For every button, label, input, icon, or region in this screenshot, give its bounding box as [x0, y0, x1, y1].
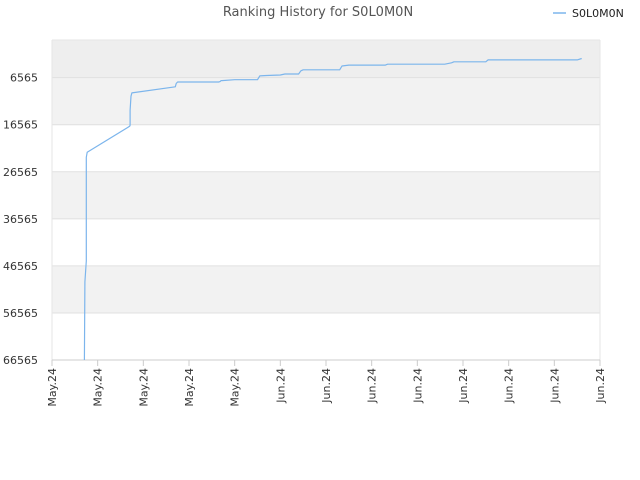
y-tick-label: 36565	[3, 213, 38, 226]
plot-bands	[52, 40, 600, 360]
y-tick-label: 66565	[3, 354, 38, 367]
x-tick-label: Jun.24	[457, 368, 470, 404]
series-layer	[83, 57, 582, 361]
y-tick-label: 26565	[3, 166, 38, 179]
x-tick-label: May.24	[46, 368, 59, 407]
plot-band	[52, 77, 600, 125]
plot-band	[52, 312, 600, 360]
legend[interactable]: S0L0M0N	[553, 7, 624, 20]
x-tick-label: May.24	[183, 368, 196, 407]
plot-band	[52, 171, 600, 219]
x-tick-label: Jun.24	[274, 368, 287, 404]
x-tick-label: May.24	[137, 368, 150, 407]
x-axis-ticks: May.24 May.24 May.24 May.24 May.24 Jun.24 Jun.…	[46, 360, 607, 407]
plot-band	[52, 218, 600, 266]
plot-band	[52, 40, 600, 78]
legend-label: S0L0M0N	[572, 7, 624, 20]
chart-title: Ranking History for S0L0M0N	[223, 5, 413, 20]
y-tick-label: 56565	[3, 307, 38, 320]
y-tick-label: 16565	[3, 119, 38, 132]
x-tick-label: May.24	[92, 368, 105, 407]
x-tick-label: May.24	[229, 368, 242, 407]
x-tick-label: Jun.24	[320, 368, 333, 404]
y-tick-label: 46565	[3, 260, 38, 273]
y-tick-label: 6565	[10, 72, 38, 85]
x-tick-label: Jun.24	[548, 368, 561, 404]
x-tick-label: Jun.24	[503, 368, 516, 404]
x-tick-label: Jun.24	[411, 368, 424, 404]
plot-band	[52, 265, 600, 313]
plot-band	[52, 124, 600, 172]
x-tick-label: Jun.24	[366, 368, 379, 404]
x-tick-label: Jun.24	[594, 368, 607, 404]
series-line	[83, 57, 582, 361]
y-axis-ticks: 6565 16565 26565 36565 46565 56565 66565	[3, 72, 38, 367]
